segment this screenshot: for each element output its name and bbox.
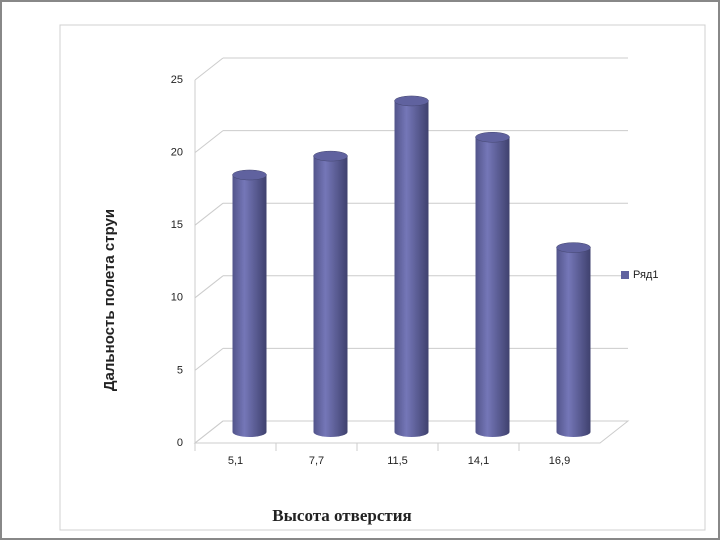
x-tick-label: 14,1: [468, 455, 489, 467]
bar: [475, 137, 510, 432]
y-axis-title: Дальность полета струи: [101, 209, 118, 391]
bar: [394, 100, 429, 432]
x-tick-label: 11,5: [387, 455, 408, 467]
x-tick-label: 16,9: [549, 455, 570, 467]
legend-swatch: [621, 271, 629, 279]
bar-cap: [556, 242, 591, 253]
grid-line: [194, 202, 224, 226]
y-tick-label: 10: [171, 292, 183, 304]
grid-line: [194, 57, 224, 81]
y-tick-label: 25: [171, 74, 183, 86]
bar: [232, 174, 267, 432]
bar-cap: [394, 95, 429, 107]
y-tick-label: 0: [177, 437, 183, 449]
grid-line: [194, 275, 224, 299]
grid-line: [194, 348, 224, 371]
bar-cap: [232, 169, 267, 181]
grid-line: [194, 130, 224, 153]
bar-cap: [313, 150, 348, 162]
bar-cap: [475, 131, 510, 143]
x-axis-title: Высота отверстия: [272, 506, 411, 525]
y-tick-label: 20: [171, 147, 183, 159]
y-tick-label: 5: [177, 364, 183, 376]
x-tick-label: 5,1: [228, 455, 243, 467]
bar: [313, 156, 348, 432]
grid-line: [194, 420, 224, 444]
bar: [556, 247, 591, 432]
legend-label: Ряд1: [633, 269, 658, 281]
x-tick-label: 7,7: [309, 455, 324, 467]
y-tick-label: 15: [171, 219, 183, 231]
chart-frame: [59, 24, 706, 531]
